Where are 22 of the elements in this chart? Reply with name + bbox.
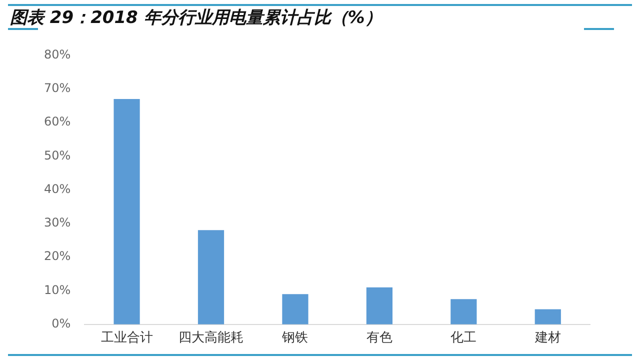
bar xyxy=(450,299,477,324)
bar xyxy=(114,98,140,324)
bar xyxy=(282,294,308,324)
bar xyxy=(534,309,561,324)
y-tick-label: 30% xyxy=(44,216,71,230)
chart-title: 图表 29：2018 年分行业用电量累计占比（%） xyxy=(10,7,382,29)
y-tick-label: 10% xyxy=(44,282,71,297)
x-tick-label: 建材 xyxy=(534,330,561,346)
x-tick-label: 工业合计 xyxy=(100,330,153,346)
bar xyxy=(198,230,224,324)
x-tick-label: 四大高能耗 xyxy=(178,330,244,346)
y-tick-label: 70% xyxy=(44,80,71,95)
y-tick-label: 40% xyxy=(44,182,71,196)
x-tick-label: 有色 xyxy=(366,330,392,346)
y-tick-label: 20% xyxy=(44,249,71,264)
x-tick-label: 化工 xyxy=(450,330,477,346)
x-tick-label: 钢铁 xyxy=(281,330,308,346)
bar xyxy=(366,287,392,324)
y-tick-label: 0% xyxy=(52,316,71,331)
y-tick-label: 80% xyxy=(44,47,71,62)
y-tick-label: 60% xyxy=(44,114,71,129)
y-tick-label: 50% xyxy=(44,148,71,162)
